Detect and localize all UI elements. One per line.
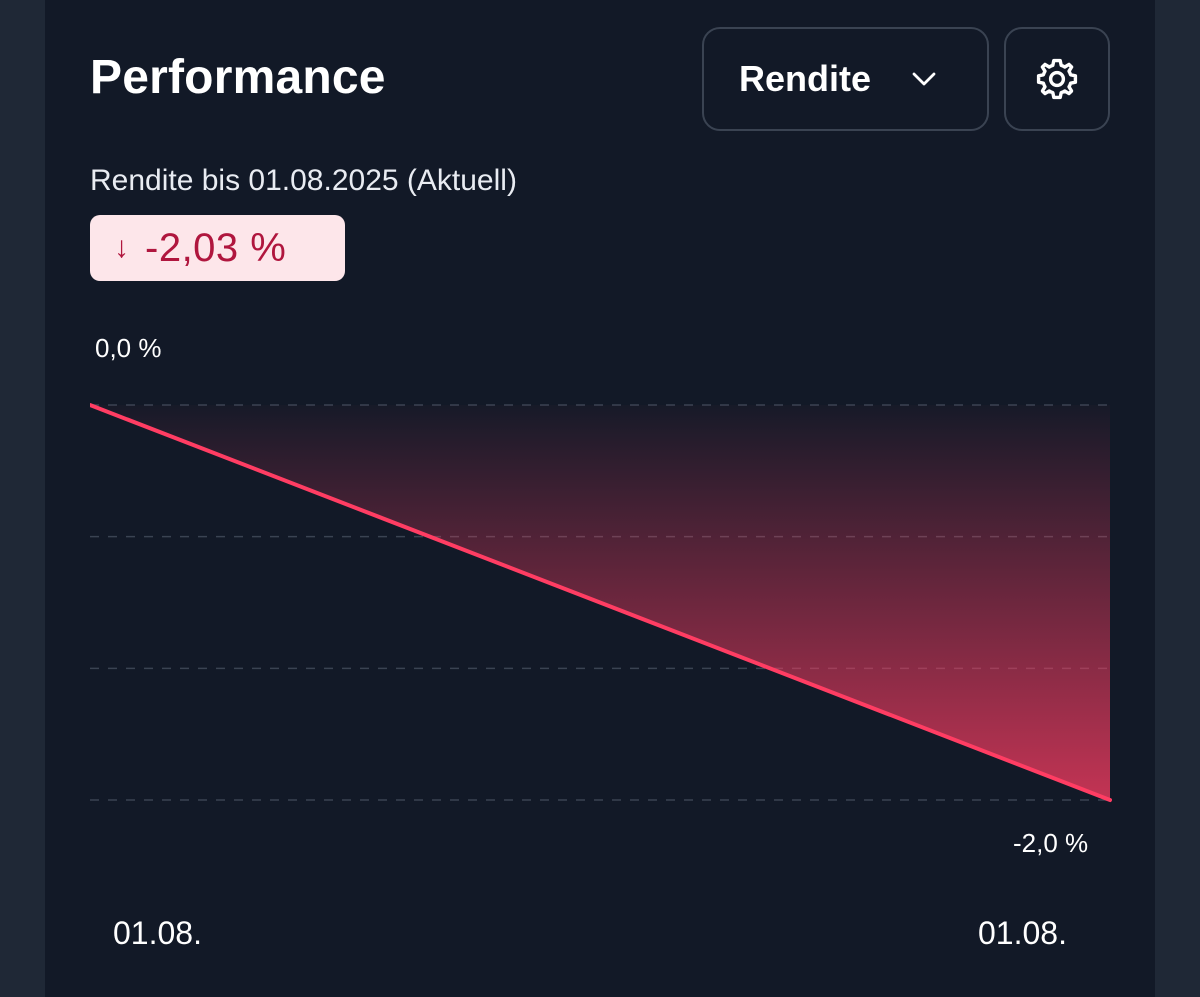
- dropdown-label: Rendite: [739, 58, 872, 99]
- arrow-down-icon: ↓: [114, 231, 129, 264]
- metric-dropdown[interactable]: Rendite: [702, 27, 989, 131]
- x-label-start: 01.08.: [113, 915, 202, 951]
- y-label-top: 0,0 %: [95, 333, 162, 363]
- chevron-down-icon: [912, 72, 936, 86]
- performance-chart: [90, 403, 1112, 802]
- return-badge: ↓ -2,03 %: [90, 215, 345, 281]
- return-date-label: Rendite bis 01.08.2025 (Aktuell): [90, 164, 517, 197]
- performance-panel: Performance Rendite Rendite bis 01.08.20…: [45, 0, 1155, 997]
- x-label-end: 01.08.: [978, 915, 1067, 951]
- y-label-bottom: -2,0 %: [1013, 828, 1089, 858]
- page-title: Performance: [90, 51, 386, 104]
- return-value: -2,03 %: [145, 225, 287, 270]
- series-line: [90, 403, 1112, 802]
- gear-icon: [1036, 58, 1078, 100]
- settings-button[interactable]: [1004, 27, 1110, 131]
